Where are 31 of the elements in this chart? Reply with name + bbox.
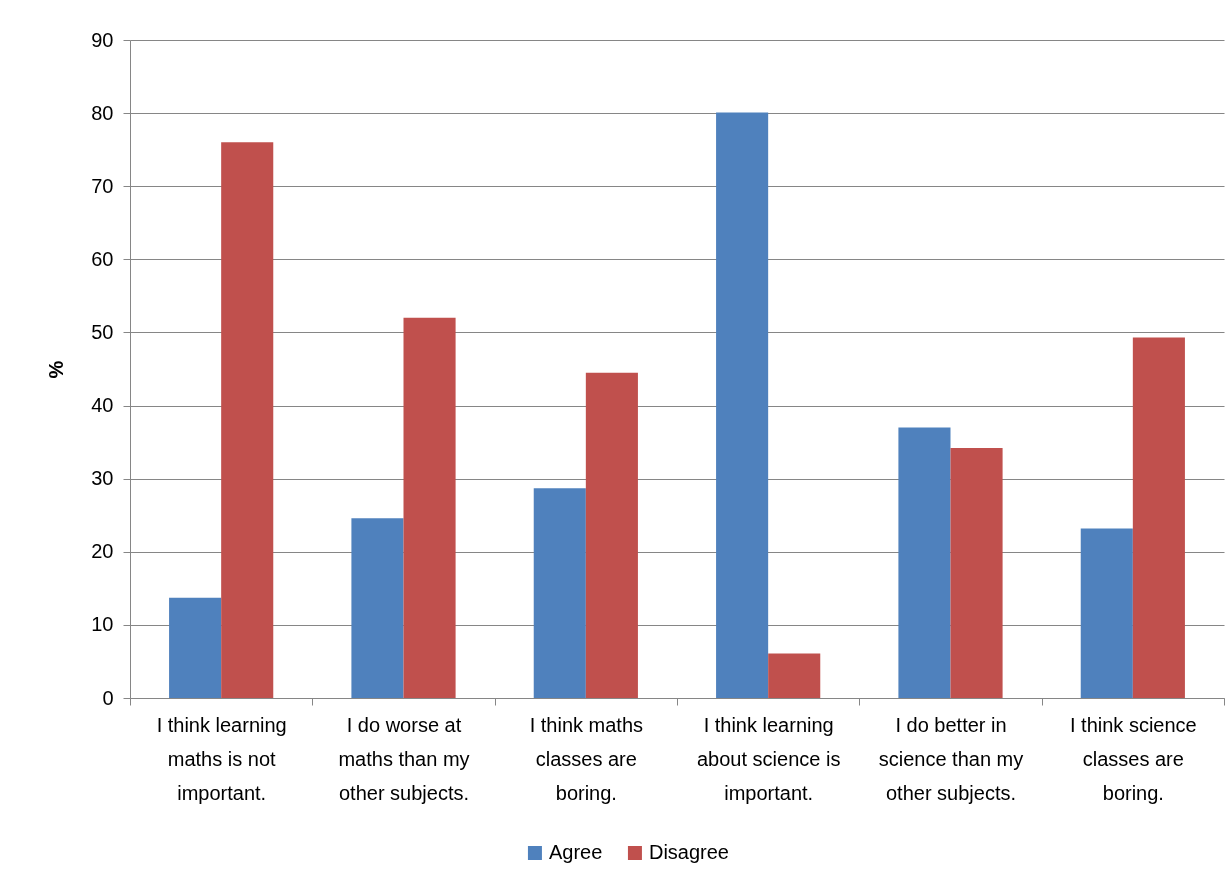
y-axis-title: %: [45, 360, 68, 379]
bar: [351, 518, 404, 698]
bar: [716, 112, 769, 698]
bar: [221, 142, 274, 698]
legend-label: Disagree: [648, 841, 729, 863]
y-tick-label: 80: [91, 101, 114, 124]
bar: [533, 488, 586, 698]
y-tick-label: 10: [91, 613, 114, 636]
y-tick-label: 90: [91, 28, 114, 51]
bar: [169, 597, 222, 698]
bar: [950, 447, 1003, 698]
bar: [1080, 528, 1133, 698]
y-tick-label: 0: [102, 686, 114, 709]
x-tick-label: I think maths classes are boring.: [529, 713, 644, 804]
y-tick-label: 50: [91, 320, 114, 343]
y-tick-label: 20: [91, 540, 114, 563]
bar: [403, 317, 456, 698]
x-tick-label: I think science classes are boring.: [1069, 713, 1197, 804]
bar: [585, 372, 638, 698]
x-tick-label: I think learning maths is not important.: [156, 713, 287, 804]
bar: [768, 653, 821, 698]
bar: [1132, 337, 1185, 698]
y-tick-label: 30: [91, 467, 114, 490]
x-tick-label: I think learning about science is important.: [696, 713, 841, 804]
x-tick-label: I do better in science than my other subjects.: [878, 713, 1024, 804]
y-tick-label: 70: [91, 174, 114, 197]
x-tick-label: I do worse at maths than my other subjects.: [338, 713, 470, 804]
bar: [898, 427, 951, 698]
y-tick-label: 60: [91, 247, 114, 270]
legend-label: Agree: [548, 841, 603, 863]
y-tick-label: 40: [91, 394, 114, 417]
